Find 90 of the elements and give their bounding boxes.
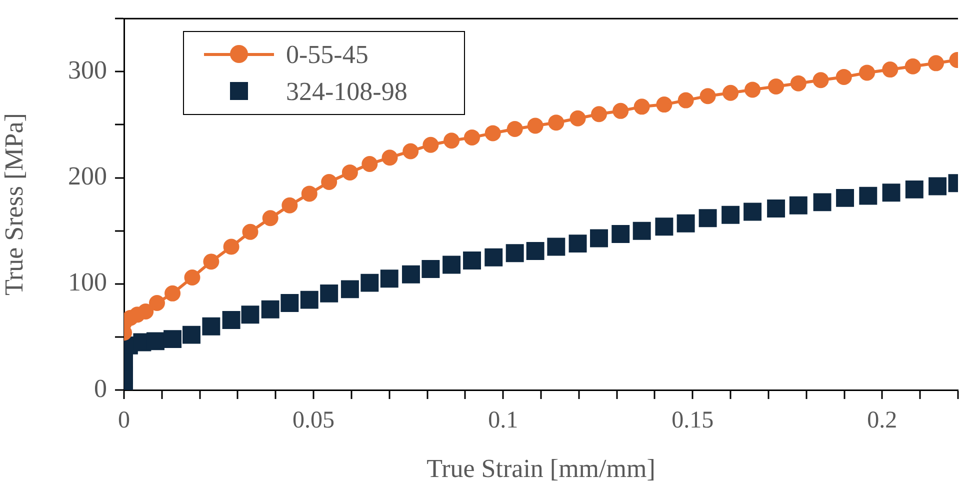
point xyxy=(656,96,672,113)
point xyxy=(138,303,154,320)
point xyxy=(526,242,544,260)
point xyxy=(164,285,181,302)
point xyxy=(632,222,651,240)
y-tick-label: 100 xyxy=(68,268,107,297)
legend-label: 0-55-45 xyxy=(286,40,368,70)
point xyxy=(698,209,717,228)
x-tick-label: 0.05 xyxy=(292,408,335,434)
point xyxy=(678,92,694,108)
point xyxy=(340,280,359,298)
point xyxy=(612,225,630,243)
point xyxy=(506,120,523,137)
point xyxy=(570,110,586,126)
point xyxy=(223,238,240,255)
y-tick-label: 200 xyxy=(68,162,107,191)
point xyxy=(342,164,358,180)
point xyxy=(700,88,716,104)
point xyxy=(859,186,878,205)
point xyxy=(203,254,220,270)
point xyxy=(527,118,544,134)
point xyxy=(547,238,566,256)
point xyxy=(484,248,503,266)
point xyxy=(442,256,461,274)
point xyxy=(320,284,338,302)
point xyxy=(722,206,740,224)
point xyxy=(928,177,947,196)
point xyxy=(744,202,762,221)
point xyxy=(282,197,298,214)
point xyxy=(402,143,419,160)
point xyxy=(241,306,260,324)
x-tick-label: 0.1 xyxy=(488,408,518,434)
point xyxy=(836,68,852,85)
point xyxy=(859,64,876,81)
x-tick-label: 0.15 xyxy=(672,408,714,434)
y-tick-label: 300 xyxy=(68,55,107,84)
y-axis-title: True Sress [MPa] xyxy=(0,113,28,296)
point xyxy=(464,129,480,146)
point xyxy=(836,188,854,207)
point xyxy=(768,78,784,95)
point xyxy=(380,270,398,288)
point xyxy=(744,82,761,98)
point xyxy=(422,260,440,278)
point xyxy=(676,214,695,232)
point xyxy=(382,150,398,166)
point xyxy=(422,136,439,153)
point xyxy=(789,196,808,214)
legend-label: 324-108-98 xyxy=(286,76,408,106)
x-axis-title: True Strain [mm/mm] xyxy=(426,454,656,484)
point xyxy=(242,224,258,240)
point xyxy=(301,186,318,202)
point xyxy=(790,75,806,92)
point xyxy=(148,294,165,311)
y-tick-label: 0 xyxy=(94,374,107,403)
point xyxy=(813,193,832,212)
point xyxy=(362,156,378,172)
point xyxy=(184,270,200,286)
point xyxy=(463,252,481,270)
point xyxy=(882,184,900,202)
point xyxy=(634,98,650,115)
point xyxy=(280,294,299,312)
point xyxy=(360,274,379,292)
point xyxy=(222,310,240,329)
x-tick-label: 0.2 xyxy=(867,408,898,434)
point xyxy=(321,174,338,190)
x-tick-label: 0 xyxy=(118,408,130,434)
point xyxy=(928,55,944,72)
point xyxy=(202,317,220,336)
point xyxy=(262,210,278,226)
point xyxy=(904,58,921,74)
point xyxy=(590,229,608,248)
point xyxy=(568,234,587,253)
point xyxy=(300,290,318,309)
point xyxy=(548,114,564,131)
point xyxy=(767,200,786,218)
point xyxy=(182,326,200,344)
point xyxy=(812,72,829,88)
point xyxy=(402,265,420,284)
point xyxy=(164,330,182,348)
point xyxy=(506,244,524,262)
point xyxy=(484,125,501,142)
point xyxy=(655,218,674,236)
point xyxy=(882,62,898,78)
point xyxy=(146,332,164,350)
point xyxy=(905,180,924,198)
point xyxy=(722,84,739,101)
point xyxy=(591,106,607,122)
point xyxy=(612,102,629,119)
point xyxy=(261,300,280,318)
point xyxy=(444,132,460,149)
